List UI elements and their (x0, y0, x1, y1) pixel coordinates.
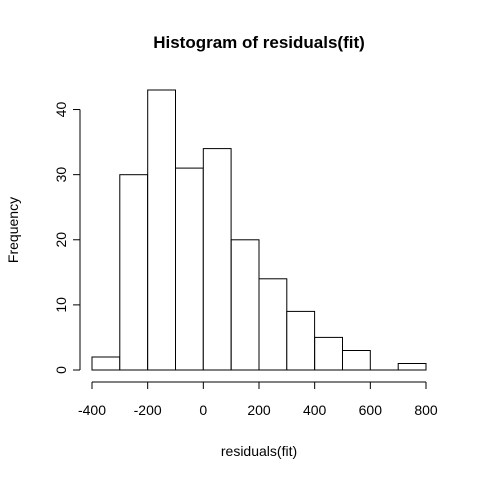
histogram-bar (397, 363, 427, 371)
histogram-bar (314, 336, 344, 371)
histogram-bar (286, 310, 316, 371)
x-axis-title: residuals(fit) (221, 443, 297, 459)
histogram-bar (342, 350, 371, 371)
y-axis: 0 10 20 30 40 (53, 102, 81, 374)
x-tick-label: 200 (247, 402, 271, 418)
x-tick-label: -400 (78, 402, 106, 418)
histogram-bar (258, 278, 288, 371)
y-tick-label: 40 (53, 102, 69, 118)
y-tick-label: 0 (53, 366, 69, 374)
x-tick-label: 400 (303, 402, 327, 418)
histogram-bar (147, 89, 176, 371)
bars-group (91, 89, 427, 371)
x-axis: -400 -200 0 200 400 600 800 (78, 381, 438, 418)
x-tick-label: -200 (134, 402, 162, 418)
histogram-bar (119, 174, 149, 371)
x-tick-label: 800 (414, 402, 438, 418)
chart-title: Histogram of residuals(fit) (153, 33, 365, 52)
histogram-bar (230, 239, 260, 371)
y-tick-label: 20 (53, 232, 69, 248)
x-tick-label: 600 (359, 402, 383, 418)
histogram-bar (91, 356, 121, 371)
y-tick-label: 30 (53, 167, 69, 183)
histogram-bar (175, 167, 204, 371)
y-tick-label: 10 (53, 297, 69, 313)
histogram-bar (202, 148, 232, 371)
x-tick-label: 0 (199, 402, 207, 418)
y-axis-title: Frequency (5, 197, 21, 263)
